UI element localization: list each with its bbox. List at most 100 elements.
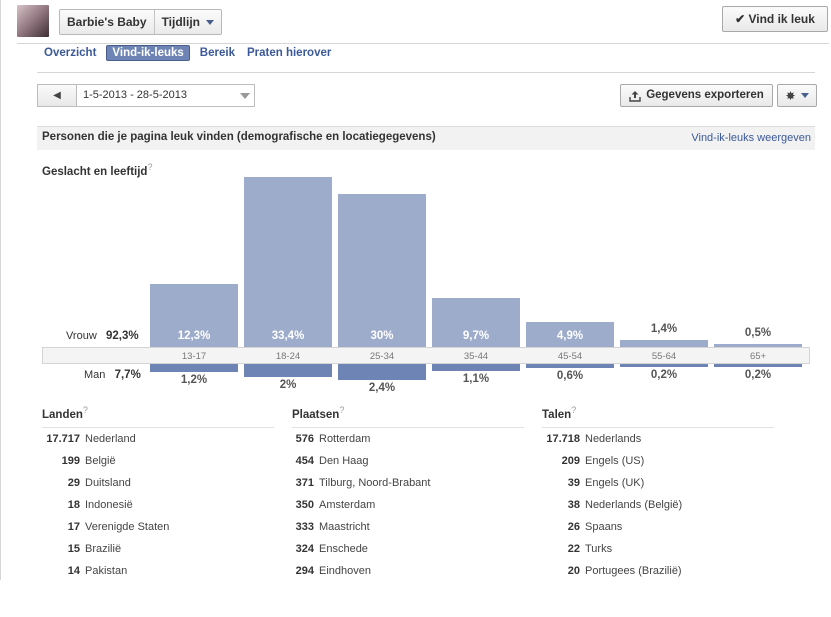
help-icon[interactable]: ? — [82, 405, 88, 415]
male-value-label: 1,1% — [462, 373, 490, 386]
list-item: 294 Eindhoven — [292, 560, 524, 582]
chevron-down-icon — [800, 93, 809, 98]
help-icon[interactable]: ? — [339, 405, 345, 415]
list-item-label: Amsterdam — [319, 498, 376, 511]
list-item-count: 17.718 — [546, 432, 580, 445]
cities-rows: 576 Rotterdam 454 Den Haag 371 Tilburg, Noord… — [292, 428, 524, 582]
tab-vind-ik-leuks[interactable]: Vind-ik-leuks — [106, 45, 190, 61]
list-item: 17 Verenigde Staten — [42, 516, 274, 538]
gear-icon: ✸ — [785, 88, 796, 103]
arrow-left-icon: ◀ — [53, 90, 61, 101]
divider — [153, 10, 155, 34]
tab-praten-hierover[interactable]: Praten hierover — [246, 47, 332, 59]
previous-period-button[interactable]: ◀ — [38, 85, 77, 106]
list-item-label: Brazilië — [85, 542, 122, 555]
age-tick-label: 18-24 — [275, 351, 301, 362]
page-avatar[interactable] — [17, 5, 49, 37]
list-item-label: Den Haag — [319, 454, 369, 467]
age-tick-label: 45-54 — [557, 351, 583, 362]
list-item-label: Rotterdam — [319, 432, 371, 445]
female-bar-55-64[interactable] — [620, 339, 708, 347]
list-item: 333 Maastricht — [292, 516, 524, 538]
list-item-count: 20 — [567, 564, 580, 577]
list-item-label: Portugees (Brazilië) — [585, 564, 682, 577]
tab-bereik[interactable]: Bereik — [199, 47, 235, 59]
male-bar-13-17[interactable] — [150, 364, 238, 372]
export-label: Gegevens exporteren — [646, 89, 764, 101]
age-tick-label: 55-64 — [651, 351, 677, 362]
male-total: 7,7% — [114, 369, 141, 381]
page-switcher[interactable]: Barbie's Baby Tijdlijn — [59, 9, 223, 35]
list-item-count: 454 — [295, 454, 314, 467]
page-name[interactable]: Barbie's Baby — [67, 15, 147, 29]
female-bar-35-44[interactable] — [432, 297, 520, 347]
list-item-count: 199 — [61, 454, 80, 467]
list-item-label: Enschede — [319, 542, 368, 555]
list-item: 38 Nederlands (België) — [542, 494, 774, 516]
header-divider — [17, 43, 829, 44]
cities-list: Plaatsen? 576 Rotterdam 454 Den Haag 371 Tilb… — [292, 405, 524, 582]
male-label: Man — [84, 369, 106, 381]
list-item-label: Nederlands (België) — [585, 498, 683, 511]
list-item: 17.717 Nederland — [42, 428, 274, 450]
list-item: 39 Engels (UK) — [542, 472, 774, 494]
list-item: 454 Den Haag — [292, 450, 524, 472]
female-bar-45-54[interactable] — [526, 322, 614, 347]
cities-heading: Plaatsen? — [292, 405, 524, 428]
list-item: 18 Indonesië — [42, 494, 274, 516]
list-item-count: 29 — [67, 476, 80, 489]
female-label: Vrouw — [66, 330, 97, 342]
list-item-count: 371 — [295, 476, 314, 489]
male-bar-35-44[interactable] — [432, 364, 520, 372]
settings-menu-button[interactable]: ✸ — [777, 84, 817, 107]
list-item-label: Nederlands — [585, 432, 642, 445]
list-item-count: 324 — [295, 542, 314, 555]
male-bar-45-54[interactable] — [526, 364, 614, 368]
female-bar-13-17[interactable] — [150, 284, 238, 347]
age-axis-strip — [42, 347, 810, 364]
list-item-label: Turks — [585, 542, 613, 555]
female-value-label: 4,9% — [556, 330, 584, 342]
female-bar-65+[interactable] — [714, 344, 802, 347]
chevron-down-icon[interactable] — [236, 85, 254, 106]
list-item: 371 Tilburg, Noord-Brabant — [292, 472, 524, 494]
male-bar-65+[interactable] — [714, 364, 802, 367]
left-border — [0, 0, 1, 580]
female-bar-25-34[interactable] — [338, 194, 426, 347]
chart-title-text: Geslacht en leeftijd — [42, 165, 148, 178]
languages-title: Talen — [542, 408, 572, 421]
list-item-count: 14 — [67, 564, 80, 577]
list-item: 20 Portugees (Brazilië) — [542, 560, 774, 582]
male-bar-25-34[interactable] — [338, 364, 426, 380]
languages-rows: 17.718 Nederlands 209 Engels (US) 39 Engels (… — [542, 428, 774, 582]
list-item-label: Pakistan — [85, 564, 128, 577]
like-button[interactable]: ✔ Vind ik leuk — [722, 6, 828, 32]
list-item-count: 294 — [295, 564, 314, 577]
export-data-button[interactable]: Gegevens exporteren — [620, 84, 773, 107]
help-icon[interactable]: ? — [571, 405, 577, 415]
female-value-label: 12,3% — [177, 330, 211, 342]
list-item-count: 39 — [567, 476, 580, 489]
male-value-label: 2,4% — [368, 381, 396, 394]
list-item: 576 Rotterdam — [292, 428, 524, 450]
female-bar-18-24[interactable] — [244, 177, 332, 347]
view-likes-link[interactable]: Vind-ik-leuks weergeven — [691, 132, 811, 144]
list-item: 209 Engels (US) — [542, 450, 774, 472]
help-icon[interactable]: ? — [147, 162, 153, 172]
date-range-picker[interactable]: ◀ 1-5-2013 - 28-5-2013 — [37, 84, 255, 107]
female-value-label: 30% — [370, 330, 394, 342]
countries-list: Landen? 17.717 Nederland 199 België 29 Duitsl… — [42, 405, 274, 582]
list-item-label: Engels (US) — [585, 454, 645, 467]
male-bar-18-24[interactable] — [244, 364, 332, 377]
tab-overzicht[interactable]: Overzicht — [44, 47, 97, 59]
timeline-dropdown[interactable]: Tijdlijn — [155, 10, 221, 34]
female-value-label: 0,5% — [744, 327, 772, 340]
check-icon: ✔ — [735, 12, 746, 26]
cities-title: Plaatsen — [292, 408, 340, 421]
list-item-label: België — [85, 454, 116, 467]
male-bar-55-64[interactable] — [620, 364, 708, 367]
list-item-label: Engels (UK) — [585, 476, 645, 489]
list-item-label: Eindhoven — [319, 564, 371, 577]
like-button-label: Vind ik leuk — [748, 12, 815, 26]
list-item-count: 26 — [567, 520, 580, 533]
